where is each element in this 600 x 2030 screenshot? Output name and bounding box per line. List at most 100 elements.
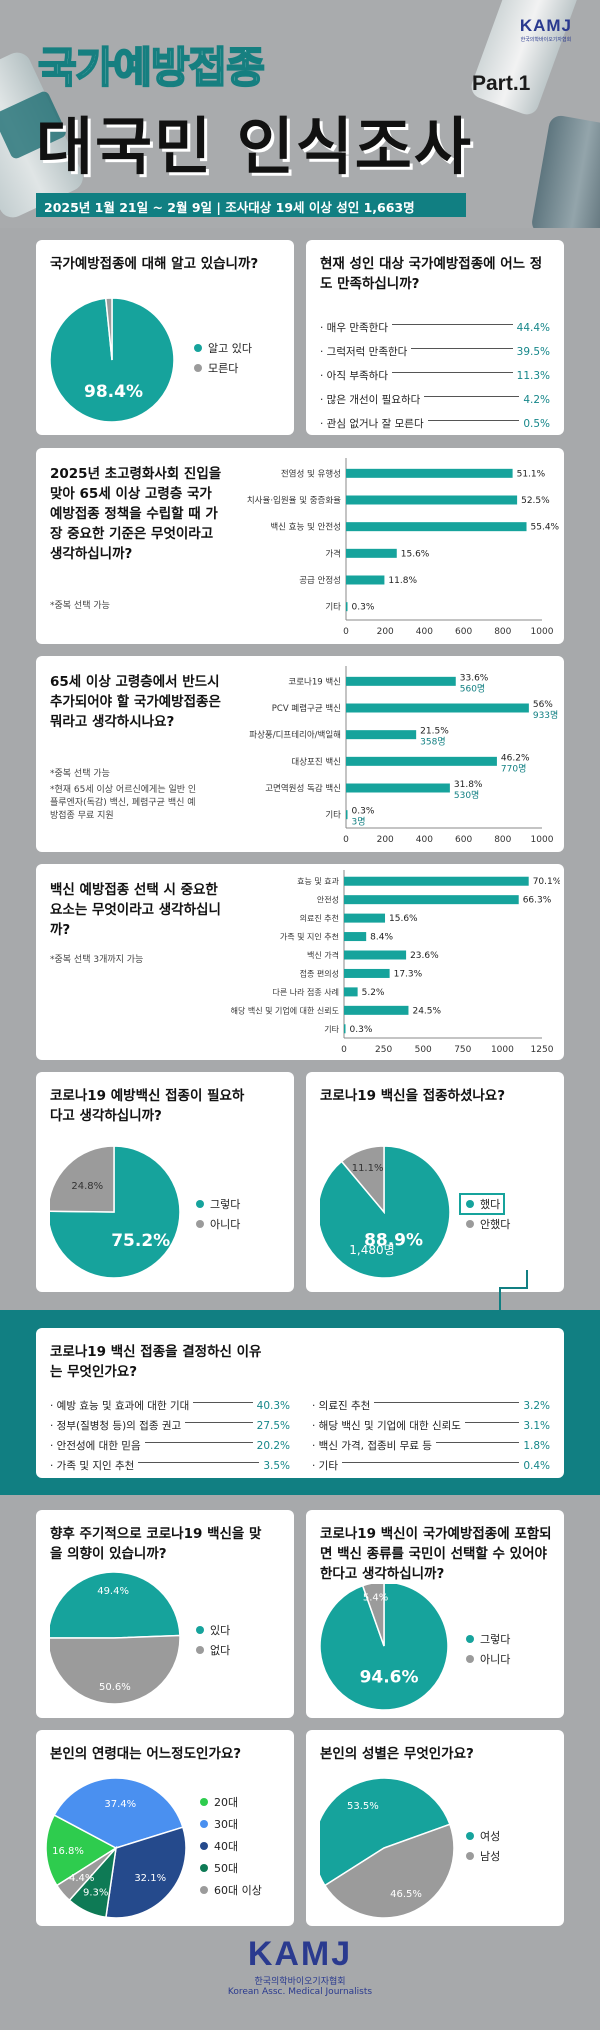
question-q10: 코로나19 백신이 국가예방접종에 포함되면 백신 종류를 국민이 선택할 수 … bbox=[320, 1526, 552, 1582]
legend-label-q11-2: 40대 bbox=[214, 1840, 238, 1853]
bar-q3-0 bbox=[346, 468, 513, 478]
legend-label-q9-1: 없다 bbox=[210, 1644, 230, 1657]
legend-label-q11-1: 30대 bbox=[214, 1818, 238, 1831]
list-item: · 관심 없거나 잘 모른다 0.5% bbox=[320, 416, 550, 431]
bar-pct-q4-1: 56% bbox=[533, 700, 553, 710]
category-label-q4-4: 고면역원성 독감 백신 bbox=[265, 783, 341, 794]
legend-label-q10-1: 아니다 bbox=[480, 1653, 510, 1666]
bar-pct-q4-2: 21.5% bbox=[420, 727, 449, 737]
category-label-q4-2: 파상풍/디프테리아/백일해 bbox=[249, 730, 341, 741]
category-label-q3-3: 가격 bbox=[325, 548, 341, 559]
leader-line bbox=[342, 1462, 520, 1463]
pie-slice-q12-0 bbox=[320, 1777, 451, 1887]
legend-label-q7-1: 안했다 bbox=[480, 1218, 510, 1231]
category-label-q5-8: 기타 bbox=[324, 1025, 339, 1034]
question-q4: 65세 이상 고령층에서 반드시 추가되어야 할 국가예방접종은 뭐라고 생각하… bbox=[50, 674, 221, 730]
list-item-label: · 예방 효능 및 효과에 대한 기대 bbox=[50, 1400, 190, 1412]
bar-pct-q5-0: 70.1% bbox=[533, 877, 560, 887]
list-item-pct: 3.2% bbox=[523, 1399, 550, 1412]
pie-slice-q11-0 bbox=[46, 1814, 118, 1887]
bar-chart-q3: 0 200 400 600 800 1000 전염성 및 유행성 51.1% 치사율·입원율 및… bbox=[247, 458, 560, 637]
bar-pct-q3-4: 11.8% bbox=[388, 576, 417, 586]
survey-info-bar: 2025년 1월 21일 ~ 2월 9일 | 조사대상 19세 이상 성인 1,… bbox=[36, 193, 466, 217]
question-q6: 코로나19 예방백신 접종이 필요하다고 생각하십니까? bbox=[50, 1088, 245, 1124]
list-item-label: · 매우 만족한다 bbox=[320, 322, 388, 334]
legend-dot-q7-1 bbox=[466, 1220, 474, 1228]
pie-slice-q6-1 bbox=[50, 1145, 115, 1213]
legend-dot-q6-1 bbox=[196, 1220, 204, 1228]
x-tick-q4: 800 bbox=[494, 835, 511, 845]
header: KAMJ 한국의학바이오기자협회 국가예방접종 Part.1 대국민 인식조사 … bbox=[0, 0, 600, 228]
vial-illustration-right-bottom bbox=[530, 113, 600, 228]
x-tick-q3: 1000 bbox=[531, 627, 554, 637]
list-item-pct: 3.1% bbox=[523, 1419, 550, 1432]
pie-label-q11-1: 37.4% bbox=[104, 1799, 136, 1810]
bar-pct-q3-3: 15.6% bbox=[401, 549, 430, 559]
category-label-q5-2: 의료진 추천 bbox=[300, 913, 339, 923]
pie-label-q7-0: 88.9% bbox=[364, 1230, 423, 1250]
x-tick-q5: 0 bbox=[341, 1045, 347, 1055]
list-item: · 예방 효능 및 효과에 대한 기대 40.3% bbox=[50, 1398, 290, 1413]
card-q8: 코로나19 백신 접종을 결정하신 이유는 무엇인가요? · 예방 효능 및 효… bbox=[36, 1328, 564, 1478]
question-q2: 현재 성인 대상 국가예방접종에 어느 정도 만족하십니까? bbox=[320, 256, 543, 292]
leader-line bbox=[374, 1402, 520, 1403]
x-tick-q5: 750 bbox=[454, 1045, 471, 1055]
list-item-label: · 의료진 추천 bbox=[312, 1400, 371, 1412]
legend-dot-q9-0 bbox=[196, 1626, 204, 1634]
legend-label-q12-1: 남성 bbox=[480, 1850, 500, 1863]
category-label-q5-4: 백신 가격 bbox=[307, 950, 339, 960]
pie-label-q11-2: 32.1% bbox=[134, 1873, 166, 1884]
bar-pct-q5-1: 66.3% bbox=[523, 896, 552, 906]
legend-label-q11-0: 20대 bbox=[214, 1796, 238, 1809]
bar-count-q4-2: 358명 bbox=[420, 737, 445, 748]
list-item: · 정부(질병청 등)의 접종 권고 27.5% bbox=[50, 1418, 290, 1433]
leader-line bbox=[138, 1462, 260, 1463]
list-item: · 기타 0.4% bbox=[312, 1458, 550, 1473]
bar-q4-0 bbox=[346, 676, 456, 686]
x-tick-q5: 1000 bbox=[491, 1045, 514, 1055]
leader-line bbox=[391, 324, 513, 325]
category-label-q5-1: 안전성 bbox=[317, 895, 339, 905]
bar-pct-q5-2: 15.6% bbox=[389, 914, 418, 924]
bar-pct-q5-7: 24.5% bbox=[412, 1006, 441, 1016]
list-item-label: · 기타 bbox=[312, 1460, 338, 1472]
leader-line bbox=[144, 1442, 253, 1443]
card-q6: 코로나19 예방백신 접종이 필요하다고 생각하십니까? 75.2% 24.8% 그… bbox=[36, 1072, 294, 1292]
list-item-pct: 0.5% bbox=[523, 417, 550, 430]
list-item-pct: 40.3% bbox=[256, 1399, 290, 1412]
bar-q3-3 bbox=[346, 548, 397, 558]
bar-pct-q3-5: 0.3% bbox=[352, 603, 375, 613]
bar-count-q4-0: 560명 bbox=[460, 683, 485, 694]
question-q7: 코로나19 백신을 접종하셨나요? bbox=[320, 1088, 506, 1104]
list-item-label: · 그럭저럭 만족한다 bbox=[320, 346, 408, 358]
x-tick-q4: 600 bbox=[455, 835, 472, 845]
bar-pct-q4-5: 0.3% bbox=[352, 807, 375, 817]
category-label-q4-5: 기타 bbox=[325, 811, 341, 821]
pie-slice-q11-2 bbox=[105, 1826, 187, 1919]
bar-chart-q5: 0 250 500 750 1000 1250 효능 및 효과 70.1% 안전성 66.3% 의료… bbox=[231, 870, 560, 1055]
bar-q3-4 bbox=[346, 575, 385, 585]
kamj-logo-top: KAMJ 한국의학바이오기자협회 bbox=[519, 16, 572, 43]
x-tick-q3: 200 bbox=[377, 627, 394, 637]
legend-dot-q7-0 bbox=[466, 1200, 474, 1208]
card-q12: 본인의 성별은 무엇인가요? 53.5% 46.5% 여성 남성 bbox=[306, 1730, 564, 1926]
pie-label-q10-1: 5.4% bbox=[363, 1593, 388, 1604]
list-q2: · 매우 만족한다 44.4% · 그럭저럭 만족한다 39.5% · 아직 부족하다 1… bbox=[320, 320, 550, 440]
bar-q5-4 bbox=[344, 950, 407, 960]
pie-label-q6-0: 75.2% bbox=[111, 1231, 170, 1251]
note1-q4: *중복 선택 가능 bbox=[50, 769, 110, 779]
legend-label-q9-0: 있다 bbox=[210, 1624, 230, 1637]
list-item-pct: 1.8% bbox=[523, 1439, 550, 1452]
list-item-label: · 관심 없거나 잘 모른다 bbox=[320, 418, 424, 430]
bar-chart-q4: 0 200 400 600 800 1000 코로나19 백신 33.6%560명 PCV 폐렴… bbox=[249, 666, 558, 845]
bar-q4-3 bbox=[346, 756, 497, 766]
pie-slice-q10-1 bbox=[361, 1584, 385, 1647]
pie-slice-q11-1 bbox=[53, 1777, 184, 1849]
bar-q4-4 bbox=[346, 783, 450, 793]
category-label-q4-3: 대상포진 백신 bbox=[291, 756, 341, 767]
legend-label-q11-4: 60대 이상 bbox=[214, 1884, 262, 1897]
legend-dot-q11-4 bbox=[200, 1886, 208, 1894]
bar-q5-6 bbox=[344, 987, 358, 997]
bar-q4-2 bbox=[346, 730, 417, 740]
pie-label-q9-0: 49.4% bbox=[97, 1586, 129, 1597]
